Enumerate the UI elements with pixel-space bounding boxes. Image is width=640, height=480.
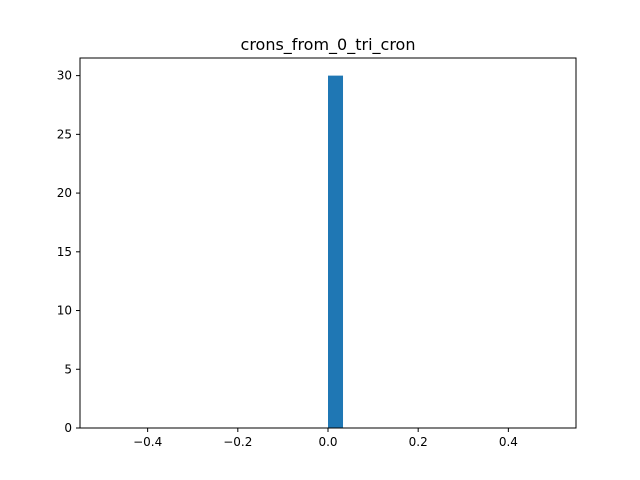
plot-frame	[79, 57, 577, 429]
chart-title: crons_from_0_tri_cron	[241, 35, 416, 55]
histogram-bar-0	[328, 75, 344, 428]
x-tick-label: −0.2	[223, 435, 252, 449]
x-tick-label: 0.4	[499, 435, 518, 449]
y-tick-label: 30	[57, 69, 72, 83]
y-tick-label: 15	[57, 245, 72, 259]
y-axis: 0 5 10 15 20 25 30	[57, 69, 80, 435]
bars-layer	[328, 75, 344, 428]
y-tick-label: 5	[64, 362, 72, 376]
y-tick-label: 10	[57, 304, 72, 318]
y-tick-label: 25	[57, 127, 72, 141]
x-tick-label: 0.2	[409, 435, 428, 449]
x-tick-label: 0.0	[318, 435, 337, 449]
x-tick-label: −0.4	[133, 435, 162, 449]
x-axis: −0.4 −0.2 0.0 0.2 0.4	[133, 428, 518, 449]
y-tick-label: 20	[57, 186, 72, 200]
y-tick-label: 0	[64, 421, 72, 435]
